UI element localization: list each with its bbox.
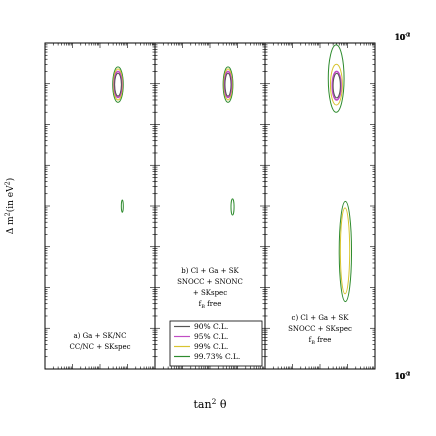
panel-a: 10-310-310-210-210-110-110010010-310-410… — [44, 33, 411, 382]
x-tick-label: 10-2 — [395, 33, 411, 43]
panel-c: 10-310-310-210-210-110-110010010110110-3… — [264, 42, 376, 370]
contours — [222, 66, 235, 216]
annotation-line: fB free — [309, 336, 332, 346]
x-tick-label: 100 — [396, 372, 410, 382]
x-tick-label: 10-1 — [395, 33, 411, 43]
panel-annotation: a) Ga + SK/NC CC/NC + SKspec — [69, 332, 130, 351]
panel-annotation: b) Cl + Ga + SK SNOCC + SNONC + SKspec fB f… — [177, 267, 243, 310]
legend: 90% C.L.95% C.L.99% C.L.99.73% C.L. — [169, 320, 263, 367]
legend-label: 99% C.L. — [194, 342, 228, 351]
annotation-line: SNOCC + SNONC — [177, 278, 243, 286]
panel-frame — [154, 42, 266, 370]
contour-region — [114, 72, 122, 97]
contour-region — [331, 70, 342, 101]
x-tick-label: 10-3 — [395, 33, 411, 43]
contour-region — [338, 200, 353, 303]
annotation-line: SNOCC + SKspec — [288, 325, 352, 333]
y-axis-label: Δ m2(in eV2) — [4, 178, 17, 235]
x-tick-label: 10-3 — [395, 372, 411, 382]
contour-region — [332, 72, 341, 99]
contour-region — [120, 199, 124, 213]
axis-labels: tan2 θ Δ m2(in eV2) — [4, 178, 227, 411]
legend-label: 99.73% C.L. — [194, 352, 240, 361]
panels: 10-310-310-210-210-110-110010010-310-410… — [44, 33, 411, 382]
contours — [327, 44, 353, 303]
contour-region — [329, 63, 343, 106]
annotation-line: b) Cl + Ga + SK — [181, 267, 239, 275]
contour-region — [230, 198, 235, 216]
x-tick-label: 100 — [396, 33, 410, 43]
annotation-line: + SKspec — [193, 289, 227, 297]
contour-region — [222, 66, 234, 103]
annotation-line: a) Ga + SK/NC — [73, 332, 126, 340]
legend-label: 95% C.L. — [194, 332, 228, 341]
x-axis-label: tan2 θ — [194, 397, 227, 411]
legend-box — [169, 320, 263, 367]
annotation-line: CC/NC + SKspec — [69, 343, 130, 351]
contour-region — [112, 66, 124, 103]
x-tick-label: 10-1 — [395, 372, 411, 382]
legend-label: 90% C.L. — [194, 322, 228, 331]
panel-annotation: c) Cl + Ga + SK SNOCC + SKspec fB free — [288, 314, 352, 346]
x-tick-label: 10-2 — [395, 372, 411, 382]
panel-b: 10-310-310-210-210-110-1100100b) Cl + Ga… — [154, 42, 266, 370]
contour-region — [224, 72, 232, 97]
contours — [112, 66, 124, 213]
annotation-line: c) Cl + Ga + SK — [292, 314, 350, 322]
panel-frame — [44, 42, 156, 370]
contour-region — [327, 44, 345, 113]
annotation-line: fB free — [199, 300, 222, 310]
contour-region — [339, 207, 351, 295]
